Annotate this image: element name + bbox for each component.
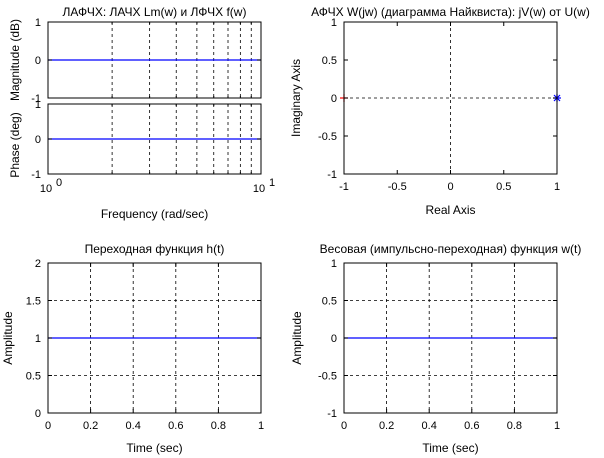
phase-ylabel: Phase (deg) (8, 112, 22, 177)
step-xtick-label: 0.4 (126, 420, 141, 432)
step-ytick-label: 1 (35, 333, 41, 345)
phase-xtick-label: 10 (253, 183, 265, 195)
impulse-xtick-label: 0.4 (422, 420, 437, 432)
nyquist-xtick-label: 0.5 (496, 181, 511, 193)
phase-ticks: -1 0 1 10 0 10 1 (31, 99, 275, 195)
nyquist-ytick-label: 1 (331, 17, 337, 29)
impulse-xlabel: Time (sec) (422, 441, 478, 455)
nyquist-ytick-label: 0 (331, 93, 337, 105)
step-xlabel: Time (sec) (126, 441, 182, 455)
phase-xtick-exponent: 1 (269, 177, 275, 189)
magnitude-title: ЛАФЧХ: ЛАЧХ Lm(w) и ЛФЧХ f(w) (63, 5, 247, 19)
impulse-xtick-label: 0.6 (464, 420, 479, 432)
nyquist-ytick-label: 0.5 (322, 55, 337, 67)
phase-xtick-exponent: 0 (56, 177, 62, 189)
nyquist-grid (344, 22, 557, 174)
impulse-xtick-label: 0 (341, 420, 347, 432)
magnitude-ticks: -1 0 1 (31, 17, 261, 105)
nyquist-xtick-label: -1 (339, 181, 349, 193)
nyquist-ticks: -1 -0.5 0 0.5 1 -1 -0.5 0 0.5 1 (318, 17, 560, 193)
impulse-ytick-label: 0 (331, 333, 337, 345)
phase-xlabel: Frequency (rad/sec) (101, 207, 208, 221)
step-xtick-label: 0.8 (211, 420, 226, 432)
nyquist-xlabel: Real Axis (425, 203, 475, 217)
step-xtick-label: 1 (258, 420, 264, 432)
impulse-title: Весовая (импульсно-переходная) функция w… (320, 242, 582, 256)
magnitude-ytick-label: 1 (35, 17, 41, 29)
step-panel: 0 0.5 1 1.5 2 0 0.2 0.4 0.6 0.8 1 Переходная функц… (1, 242, 264, 455)
nyquist-ytick-label: -0.5 (318, 131, 337, 143)
step-title: Переходная функция h(t) (85, 242, 225, 256)
impulse-ylabel: Amplitude (290, 311, 304, 365)
impulse-ytick-label: 0.5 (322, 296, 337, 308)
nyquist-xtick-label: -0.5 (388, 181, 407, 193)
step-ylabel: Amplitude (1, 311, 15, 365)
nyquist-ylabel: Imaginary Axis (289, 59, 303, 137)
step-ytick-label: 0 (35, 408, 41, 420)
impulse-xtick-label: 1 (554, 420, 560, 432)
nyquist-panel: -1 -0.5 0 0.5 1 -1 -0.5 0 0.5 1 АФЧХ W(jw) (диагр… (289, 5, 590, 217)
magnitude-ylabel: Magnitude (dB) (8, 19, 22, 101)
phase-panel: -1 0 1 10 0 10 1 Phase (deg) Frequency (rad/se… (8, 99, 275, 221)
phase-ytick-label: 1 (35, 99, 41, 111)
impulse-ytick-label: -1 (327, 408, 337, 420)
impulse-ticks: -1 -0.5 0 0.5 1 0 0.2 0.4 0.6 0.8 1 (318, 258, 560, 432)
step-ytick-label: 0.5 (26, 371, 41, 383)
magnitude-ytick-label: 0 (35, 55, 41, 67)
step-xtick-label: 0 (45, 420, 51, 432)
phase-ytick-label: -1 (31, 169, 41, 181)
step-xtick-label: 0.2 (83, 420, 98, 432)
phase-ytick-label: 0 (35, 134, 41, 146)
magnitude-ytick-label: -1 (31, 93, 41, 105)
impulse-xtick-label: 0.8 (507, 420, 522, 432)
phase-xtick-label: 10 (40, 183, 52, 195)
step-ytick-label: 1.5 (26, 296, 41, 308)
impulse-ytick-label: 1 (331, 258, 337, 270)
nyquist-ytick-label: -1 (327, 169, 337, 181)
impulse-xtick-label: 0.2 (379, 420, 394, 432)
nyquist-xtick-label: 0 (447, 181, 453, 193)
step-ticks: 0 0.5 1 1.5 2 0 0.2 0.4 0.6 0.8 1 (26, 258, 264, 432)
nyquist-title: АФЧХ W(jw) (диаграмма Найквиста): jV(w) … (311, 5, 590, 19)
step-xtick-label: 0.6 (168, 420, 183, 432)
magnitude-panel: -1 0 1 ЛАФЧХ: ЛАЧХ Lm(w) и ЛФЧХ f(w) Magni… (8, 5, 262, 105)
impulse-panel: -1 -0.5 0 0.5 1 0 0.2 0.4 0.6 0.8 1 Весовая (импул… (290, 242, 581, 455)
nyquist-xtick-label: 1 (554, 181, 560, 193)
impulse-ytick-label: -0.5 (318, 371, 337, 383)
step-ytick-label: 2 (35, 258, 41, 270)
